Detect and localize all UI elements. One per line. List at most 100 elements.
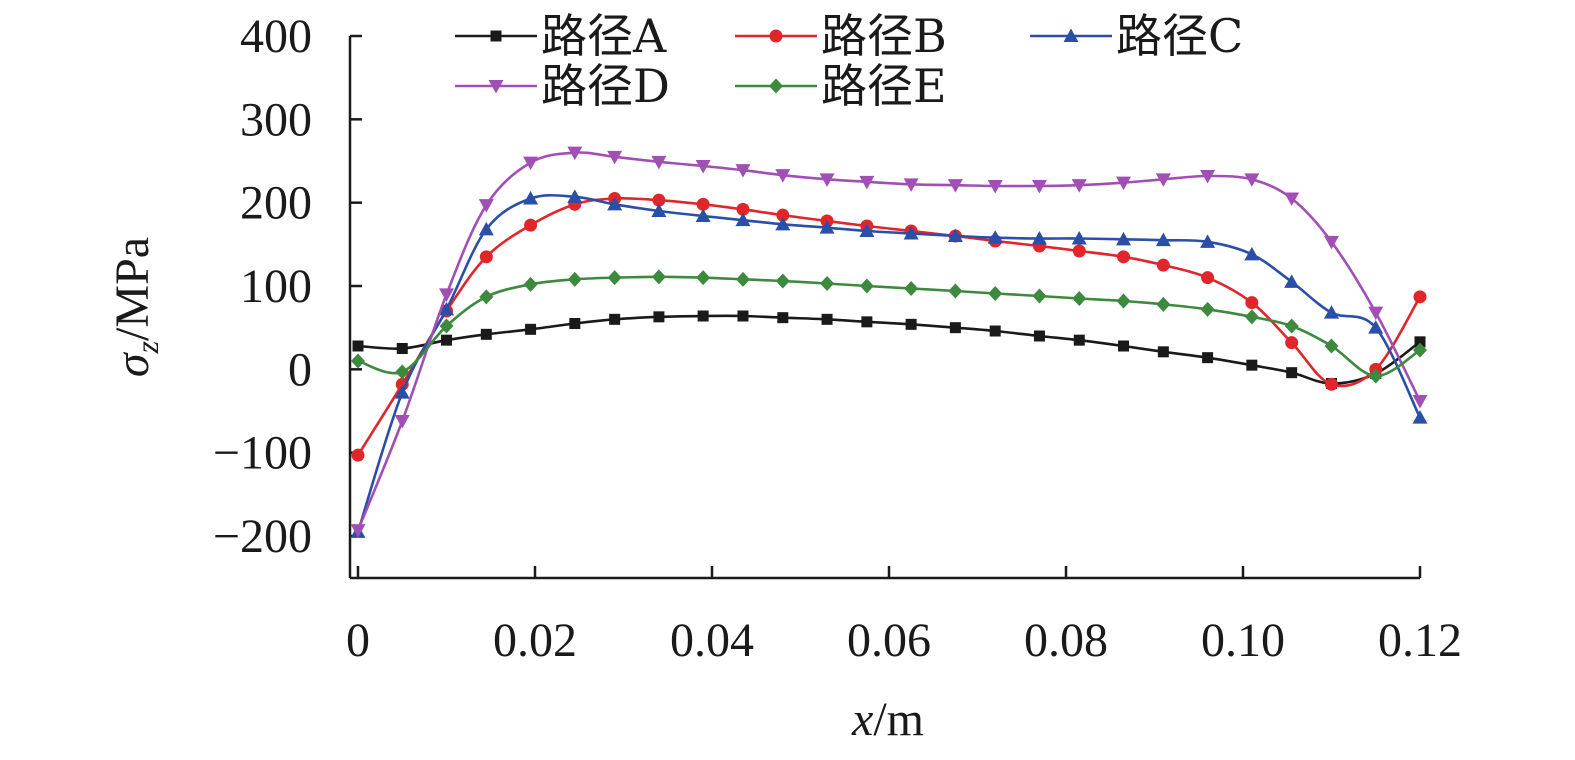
data-point	[1157, 346, 1169, 358]
series-line	[357, 314, 1421, 385]
data-point	[352, 340, 364, 352]
x-tick-label: 0.10	[1201, 614, 1285, 667]
data-point	[351, 448, 365, 462]
y-axis-unit: /MPa	[106, 237, 159, 341]
y-tick-label: 400	[240, 10, 312, 63]
series-line	[356, 193, 1422, 533]
data-point	[1324, 235, 1339, 250]
data-point	[775, 216, 791, 231]
x-ticks: 0 0.02 0.04 0.06 0.08 0.10 0.12	[346, 566, 1462, 667]
data-point	[395, 364, 410, 380]
data-point	[1155, 173, 1171, 187]
data-point	[988, 286, 1003, 301]
legend-label: 路径D	[541, 59, 670, 113]
series-4	[350, 146, 1428, 538]
data-point	[351, 353, 365, 369]
data-point	[735, 271, 750, 287]
legend-label: 路径E	[821, 59, 947, 113]
axes	[348, 36, 1420, 580]
data-point	[1244, 173, 1260, 187]
series-3	[350, 189, 1428, 538]
data-point	[479, 250, 493, 264]
data-point	[1155, 232, 1171, 247]
data-point	[697, 310, 709, 322]
data-point	[775, 169, 791, 183]
data-point	[567, 146, 583, 161]
data-point	[1244, 309, 1259, 325]
y-tick-label: 100	[240, 260, 312, 313]
data-point	[1368, 368, 1383, 384]
data-point	[651, 203, 667, 217]
data-point	[396, 343, 408, 354]
data-point	[1246, 359, 1258, 371]
data-point	[651, 155, 667, 170]
data-point	[987, 230, 1003, 244]
data-point	[735, 212, 751, 227]
x-tick-label: 0.08	[1024, 614, 1108, 667]
data-point	[1412, 395, 1428, 409]
data-point	[903, 178, 919, 192]
y-axis-symbol: σ	[106, 351, 159, 377]
data-point	[567, 189, 583, 203]
x-tick-label: 0.02	[493, 614, 577, 667]
legend-label: 路径A	[541, 9, 667, 63]
data-point	[1072, 244, 1086, 258]
data-point	[820, 276, 835, 291]
data-point	[441, 334, 452, 346]
data-point	[1244, 246, 1260, 261]
data-point	[949, 322, 961, 334]
data-point	[1118, 340, 1130, 352]
data-point	[1071, 231, 1087, 245]
data-point	[1413, 342, 1427, 358]
data-point	[819, 220, 835, 234]
y-tick-label: 200	[240, 177, 312, 230]
x-tick-label: 0.04	[670, 614, 754, 667]
data-point	[1071, 179, 1087, 193]
legend-marker	[490, 30, 502, 42]
data-point	[861, 316, 873, 328]
data-point	[737, 310, 749, 322]
data-point	[607, 150, 623, 165]
x-axis-symbol: x	[851, 693, 873, 746]
y-tick-label: 300	[240, 93, 312, 146]
data-point	[1324, 338, 1339, 354]
data-point	[478, 199, 494, 213]
x-axis-unit: /m	[873, 693, 924, 746]
data-point	[652, 193, 666, 207]
data-point	[989, 325, 1001, 337]
data-point	[1031, 231, 1047, 245]
legend-item: 路径C	[1030, 9, 1243, 63]
data-point	[1116, 293, 1131, 309]
legend-item: 路径A	[455, 9, 667, 63]
x-tick-label: 0.06	[847, 614, 931, 667]
data-point	[1116, 231, 1132, 246]
legend-label: 路径B	[821, 9, 947, 63]
data-point	[567, 271, 582, 287]
data-point	[695, 160, 711, 174]
data-point	[609, 313, 621, 325]
data-point	[1284, 274, 1300, 288]
data-point	[947, 179, 963, 193]
data-point	[695, 208, 711, 222]
data-point	[523, 156, 539, 171]
data-point	[1072, 291, 1087, 306]
data-point	[735, 164, 751, 178]
y-axis-subscript: z	[129, 340, 165, 354]
data-point	[859, 175, 875, 190]
series-layer	[350, 146, 1428, 538]
data-point	[1412, 410, 1428, 424]
data-point	[859, 278, 874, 294]
data-point	[480, 328, 492, 340]
legend-label: 路径C	[1116, 9, 1243, 63]
data-point	[479, 289, 494, 305]
data-point	[607, 270, 622, 286]
data-point	[1284, 192, 1300, 206]
data-point	[350, 524, 366, 538]
series-1	[352, 310, 1426, 389]
data-point	[859, 223, 875, 237]
data-point	[947, 228, 963, 242]
legend-item: 路径D	[455, 59, 670, 113]
legend-marker	[769, 29, 783, 43]
legend: 路径A 路径B 路径C 路径D 路径E	[455, 9, 1243, 113]
